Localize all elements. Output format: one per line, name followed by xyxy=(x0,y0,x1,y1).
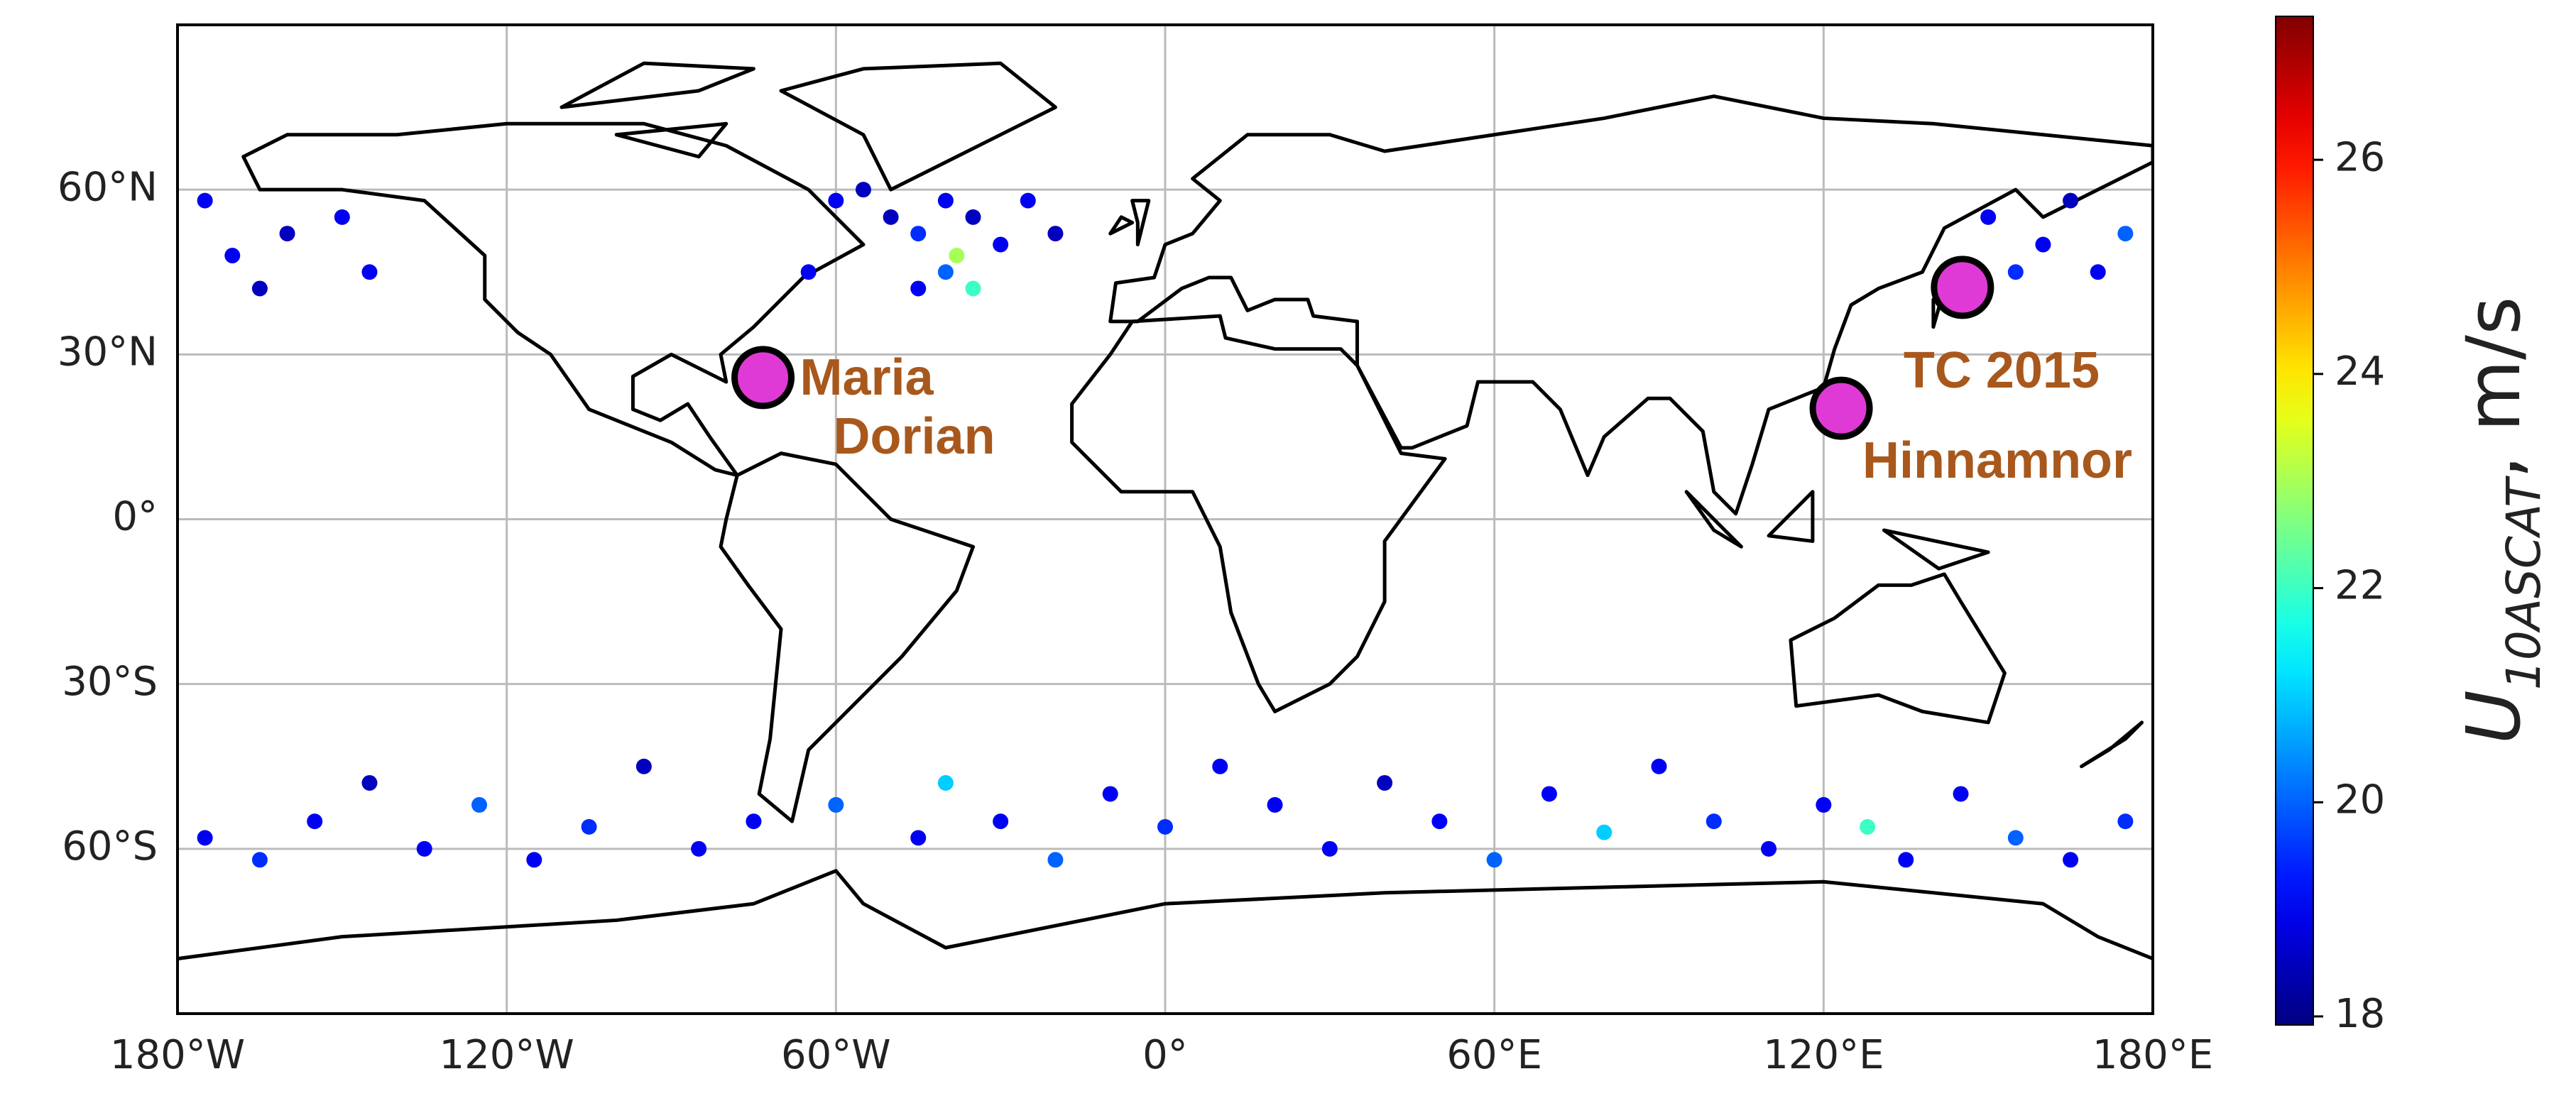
wind-point xyxy=(910,226,927,242)
x-tick-label: 120°W xyxy=(440,1032,574,1078)
wind-point xyxy=(1267,796,1283,813)
x-tick-label: 180°W xyxy=(110,1032,245,1078)
wind-point xyxy=(2035,236,2051,253)
wind-point xyxy=(2063,192,2079,209)
wind-point xyxy=(937,774,954,791)
wind-point xyxy=(1047,852,1064,868)
wind-point xyxy=(965,280,981,297)
wind-point xyxy=(691,840,707,857)
wind-point xyxy=(1047,226,1064,242)
wind-point xyxy=(2117,813,2134,830)
wind-point xyxy=(1980,209,1997,225)
wind-point xyxy=(197,192,213,209)
wind-point xyxy=(1020,192,1036,209)
wind-point xyxy=(635,758,652,774)
colorbar-label-unit: , m/s xyxy=(2450,297,2537,479)
wind-point xyxy=(334,209,350,225)
colorbar-tick-label: 22 xyxy=(2335,563,2385,609)
wind-point xyxy=(746,813,762,830)
storm-marker xyxy=(1809,376,1873,440)
wind-point xyxy=(1898,852,1914,868)
wind-point xyxy=(526,852,542,868)
wind-point xyxy=(2117,226,2134,242)
wind-point xyxy=(1157,818,1173,835)
colorbar-tick-label: 18 xyxy=(2335,991,2385,1037)
wind-point xyxy=(361,774,378,791)
wind-point xyxy=(416,840,432,857)
map-frame xyxy=(176,23,2154,1015)
wind-point xyxy=(1761,840,1777,857)
y-tick-label: 30°N xyxy=(58,329,158,375)
x-tick-label: 180°E xyxy=(2092,1032,2213,1078)
wind-point xyxy=(581,818,597,835)
wind-point xyxy=(2007,830,2024,846)
x-tick-label: 120°E xyxy=(1763,1032,1884,1078)
wind-point xyxy=(949,248,965,264)
wind-point xyxy=(1596,824,1612,840)
wind-point xyxy=(855,182,871,198)
wind-point xyxy=(2090,264,2106,280)
wind-point xyxy=(1651,758,1667,774)
x-tick-label: 60°W xyxy=(781,1032,891,1078)
wind-point xyxy=(307,813,323,830)
wind-point xyxy=(279,226,295,242)
colorbar xyxy=(2275,16,2314,1026)
wind-point xyxy=(1541,786,1557,802)
x-tick-label: 0° xyxy=(1142,1032,1188,1078)
wind-point xyxy=(993,813,1009,830)
storm-marker xyxy=(1931,256,1994,319)
wind-point xyxy=(937,264,954,280)
storm-label: Dorian xyxy=(834,408,995,465)
wind-point xyxy=(2007,264,2024,280)
wind-point xyxy=(910,280,927,297)
wind-point xyxy=(1321,840,1338,857)
wind-point xyxy=(1953,786,1969,802)
wind-point xyxy=(1212,758,1228,774)
wind-point xyxy=(1377,774,1393,791)
colorbar-label-subscript: 10ASCAT xyxy=(2496,476,2551,690)
storm-label: TC 2015 xyxy=(1904,342,2100,399)
wind-point xyxy=(828,796,844,813)
wind-point xyxy=(1102,786,1118,802)
wind-point xyxy=(1486,852,1502,868)
wind-point xyxy=(800,264,817,280)
wind-point xyxy=(993,236,1009,253)
coastlines xyxy=(178,63,2153,958)
wind-point xyxy=(471,796,488,813)
wind-point xyxy=(197,830,213,846)
wind-point xyxy=(828,192,844,209)
wind-point xyxy=(883,209,899,225)
colorbar-label-symbol: U xyxy=(2450,690,2537,744)
colorbar-tick-label: 26 xyxy=(2335,134,2385,180)
storm-label: Maria xyxy=(800,349,934,406)
wind-point xyxy=(361,264,378,280)
y-tick-label: 30°S xyxy=(62,659,158,705)
wind-point xyxy=(965,209,981,225)
y-tick-label: 60°S xyxy=(62,823,158,870)
colorbar-tick-label: 24 xyxy=(2335,349,2385,395)
wind-point xyxy=(1860,818,1876,835)
colorbar-label: U10ASCAT, m/s xyxy=(2450,297,2550,745)
wind-point xyxy=(251,852,268,868)
x-tick-label: 60°E xyxy=(1446,1032,1542,1078)
colorbar-tick-label: 20 xyxy=(2335,777,2385,823)
wind-point xyxy=(251,280,268,297)
wind-point xyxy=(1705,813,1722,830)
y-tick-label: 60°N xyxy=(58,164,158,210)
y-tick-label: 0° xyxy=(112,494,158,540)
wind-point xyxy=(910,830,927,846)
wind-point xyxy=(937,192,954,209)
wind-point xyxy=(1431,813,1448,830)
wind-point xyxy=(224,248,241,264)
storm-label: Hinnamnor xyxy=(1862,432,2132,489)
wind-point xyxy=(2063,852,2079,868)
storm-marker xyxy=(731,346,795,410)
wind-point xyxy=(1816,796,1832,813)
